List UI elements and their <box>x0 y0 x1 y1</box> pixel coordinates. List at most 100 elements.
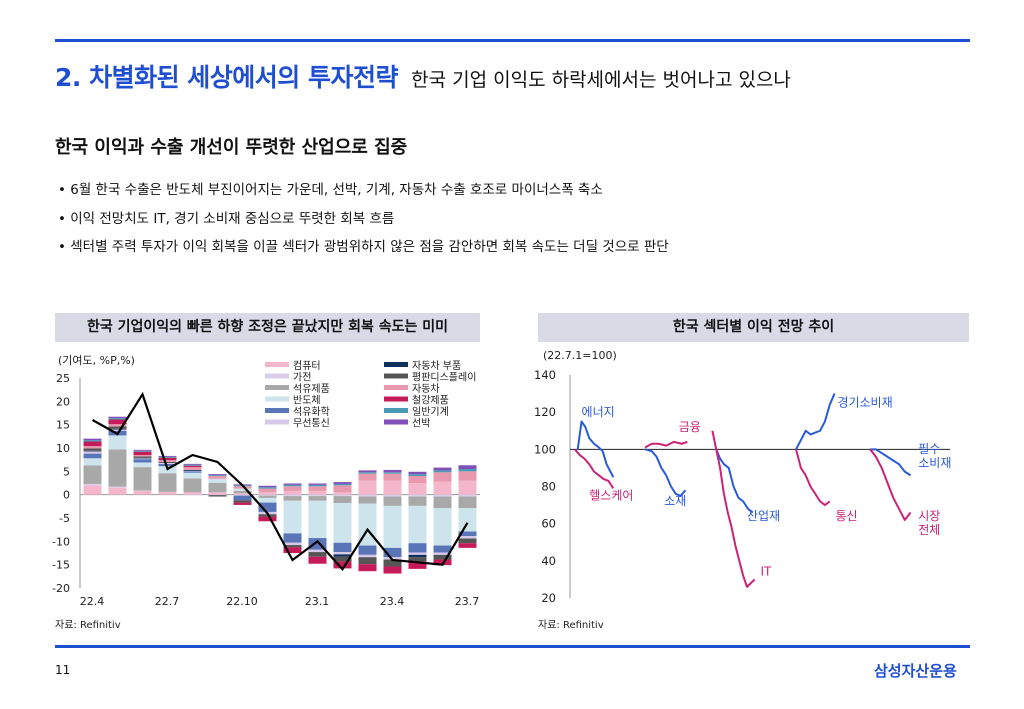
legend-swatch <box>384 362 408 367</box>
bar-segment <box>333 554 352 557</box>
bar-segment <box>358 470 377 473</box>
legend-swatch <box>384 373 408 379</box>
series-line <box>711 430 756 588</box>
bar-segment <box>383 566 402 574</box>
bar-segment <box>158 455 177 457</box>
series-label: 소재 <box>664 494 686 508</box>
bar-segment <box>408 561 427 569</box>
series-line <box>576 420 615 478</box>
legend-label: 석유화학 <box>293 406 330 418</box>
brand-logo: 삼성자산운용 <box>874 662 957 680</box>
bar-segment <box>283 486 302 491</box>
series-line <box>644 448 687 497</box>
bar-segment <box>133 455 152 457</box>
bar-segment <box>108 418 127 420</box>
bar-segment <box>458 471 477 481</box>
series-label: 전체 <box>918 523 940 537</box>
series-label: IT <box>760 565 772 579</box>
bar-segment <box>108 416 127 419</box>
series-line <box>795 393 836 450</box>
bar-segment <box>83 450 102 452</box>
bar-segment <box>108 449 127 487</box>
bar-segment <box>333 483 352 486</box>
bar-segment <box>158 460 177 462</box>
bar-segment <box>258 497 277 503</box>
legend-swatch <box>384 396 408 402</box>
bar-segment <box>433 554 452 560</box>
bar-segment <box>333 542 352 553</box>
legend-label: 반도체 <box>293 395 321 407</box>
bar-segment <box>458 469 477 472</box>
bar-segment <box>408 554 427 558</box>
legend-swatch <box>384 419 408 425</box>
bar-segment <box>133 490 152 495</box>
page-subtitle: 한국 기업 이익도 하락세에서는 벗어나고 있으나 <box>411 69 791 91</box>
total-growth-line <box>91 391 469 572</box>
bar-segment <box>408 557 427 562</box>
bar-segment <box>433 496 452 509</box>
legend-swatch <box>265 408 289 413</box>
y-tick-label: 20 <box>541 591 556 605</box>
bar-segment <box>458 465 477 469</box>
bar-segment <box>183 471 202 473</box>
bar-segment <box>83 458 102 466</box>
bar-segment <box>383 496 402 506</box>
bar-segment <box>433 552 452 555</box>
x-tick-label: 22.10 <box>226 595 258 608</box>
bar-segment <box>433 472 452 482</box>
bar-segment <box>208 495 227 497</box>
bar-segment <box>158 491 177 495</box>
series-line <box>715 448 754 514</box>
bar-segment <box>308 500 327 539</box>
bar-segment <box>358 472 377 474</box>
bar-segment <box>333 556 352 562</box>
bar-segment <box>458 531 477 537</box>
bar-segment <box>333 561 352 569</box>
series-line <box>869 448 912 521</box>
y-tick-label: 10 <box>56 442 70 455</box>
bar-segment <box>258 516 277 522</box>
y-tick-label: -15 <box>52 559 70 572</box>
bar-segment <box>308 496 327 501</box>
bar-segment <box>133 457 152 459</box>
bar-segment <box>83 465 102 484</box>
bar-segment <box>358 557 377 565</box>
y-tick-label: -10 <box>52 535 70 548</box>
bar-segment <box>233 493 252 495</box>
bar-segment <box>208 483 227 493</box>
bar-segment <box>408 543 427 553</box>
bar-segment <box>308 483 327 485</box>
bar-segment <box>283 533 302 543</box>
bar-segment <box>233 500 252 503</box>
legend-swatch <box>265 362 289 367</box>
bar-segment <box>108 424 127 427</box>
bar-segment <box>183 464 202 466</box>
left-chart-source: 자료: Refinitiv <box>55 620 121 631</box>
bar-segment <box>383 505 402 548</box>
bar-segment <box>183 478 202 493</box>
bar-segment <box>408 474 427 476</box>
y-tick-label: 80 <box>541 480 556 494</box>
y-tick-label: 20 <box>56 395 70 408</box>
bar-segment <box>208 494 227 496</box>
bar-segment <box>408 494 427 497</box>
legend-label: 무선통신 <box>293 418 330 430</box>
bar-segment <box>258 487 277 489</box>
legend-label: 평판디스플레이 <box>412 372 476 384</box>
bar-segment <box>233 502 252 505</box>
bar-segment <box>458 508 477 532</box>
legend-label: 가전 <box>293 372 311 384</box>
bar-segment <box>358 554 377 558</box>
series-label: 소비재 <box>918 456 951 470</box>
bar-segment <box>158 462 177 463</box>
page-header: 2. 차별화된 세상에서의 투자전략 한국 기업 이익도 하락세에서는 벗어나고… <box>55 58 791 94</box>
x-tick-label: 22.4 <box>80 595 105 608</box>
bar-segment <box>458 480 477 495</box>
bar-segment <box>308 494 327 497</box>
bar-segment <box>258 502 277 512</box>
legend-swatch <box>265 396 289 402</box>
bar-segment <box>283 494 302 497</box>
bar-segment <box>133 467 152 491</box>
bar-segment <box>308 549 327 553</box>
bar-segment <box>383 559 402 567</box>
